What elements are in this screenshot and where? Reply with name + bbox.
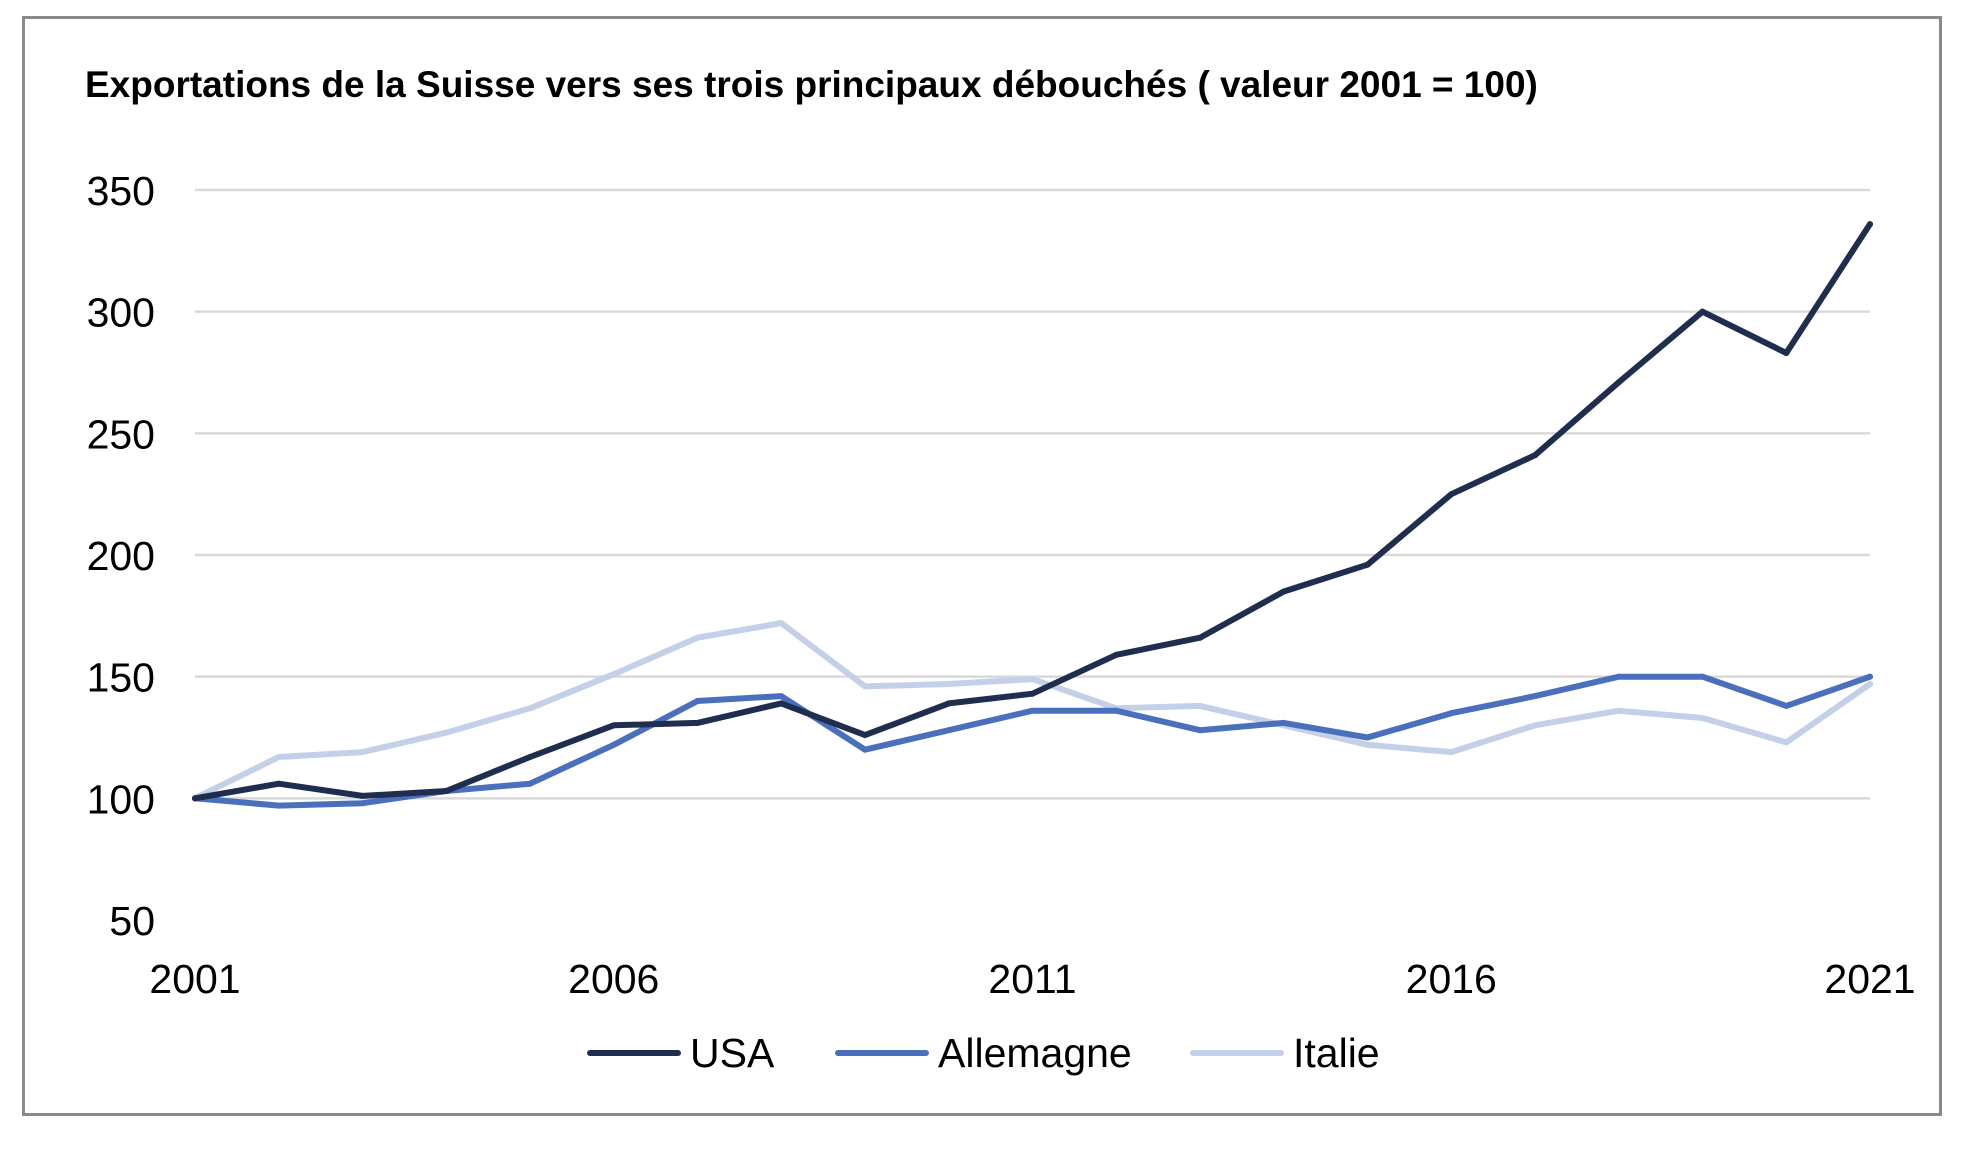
data-point-italie-2007 [694,634,701,641]
y-tick-label-300: 300 [87,290,155,336]
data-point-allemagne-2019 [1699,673,1706,680]
data-point-allemagne-2007 [694,698,701,704]
data-point-usa-2006 [610,722,617,729]
data-point-usa-2017 [1532,452,1538,459]
data-point-usa-2007 [694,719,701,726]
data-point-italie-2017 [1532,722,1538,729]
data-point-allemagne-2021 [1867,673,1873,680]
legend-label-usa: USA [690,1030,775,1076]
y-tick-label-50: 50 [109,898,155,944]
legend-label-allemagne: Allemagne [938,1030,1132,1076]
data-point-italie-2008 [778,620,785,627]
data-point-allemagne-2002 [275,802,282,809]
data-point-italie-2011 [1029,676,1036,683]
data-point-allemagne-2014 [1280,719,1287,726]
data-point-usa-2004 [443,788,450,795]
data-point-allemagne-2009 [862,746,868,753]
data-point-italie-2003 [359,749,366,756]
data-point-usa-2020 [1783,350,1790,357]
data-point-italie-2010 [945,680,952,687]
data-point-usa-2012 [1113,651,1120,658]
x-tick-label-2001: 2001 [149,956,240,1002]
data-point-allemagne-2008 [778,693,785,700]
y-tick-label-150: 150 [87,655,155,701]
data-point-usa-2019 [1699,308,1706,315]
data-point-italie-2009 [862,683,868,690]
data-point-usa-2021 [1867,221,1873,228]
data-point-usa-2009 [862,732,868,739]
y-tick-label-250: 250 [87,411,155,457]
data-point-italie-2020 [1783,739,1790,746]
data-point-italie-2019 [1699,715,1706,722]
data-point-usa-2011 [1029,690,1036,697]
data-point-italie-2013 [1197,702,1203,709]
data-point-usa-2008 [778,700,785,707]
x-tick-label-2021: 2021 [1824,956,1915,1002]
data-point-allemagne-2015 [1364,734,1371,741]
chart-frame: Exportations de la Suisse vers ses trois… [22,16,1942,1116]
data-point-italie-2002 [275,753,282,760]
data-point-usa-2002 [275,780,282,787]
data-point-allemagne-2003 [359,800,366,807]
y-tick-label-200: 200 [87,533,155,579]
legend-label-italie: Italie [1293,1030,1380,1076]
data-point-italie-2016 [1448,749,1455,756]
data-point-allemagne-2013 [1197,727,1203,734]
x-tick-label-2006: 2006 [568,956,659,1002]
data-point-allemagne-2012 [1113,707,1120,714]
data-point-allemagne-2016 [1448,710,1455,717]
data-point-allemagne-2010 [945,727,952,734]
chart-title: Exportations de la Suisse vers ses trois… [85,64,1538,105]
data-point-italie-2004 [443,729,450,736]
data-point-usa-2013 [1197,634,1203,641]
data-point-usa-2003 [359,792,366,799]
data-point-allemagne-2017 [1532,693,1538,700]
data-point-allemagne-2018 [1615,673,1622,680]
data-point-usa-2016 [1448,491,1455,498]
data-point-italie-2005 [527,705,533,712]
data-point-usa-2005 [527,753,533,760]
x-tick-label-2016: 2016 [1406,956,1497,1002]
data-point-italie-2021 [1867,680,1873,687]
data-point-italie-2018 [1615,707,1622,714]
x-tick-label-2011: 2011 [988,956,1076,1002]
data-point-usa-2010 [945,700,952,707]
data-point-usa-2018 [1615,379,1622,386]
y-tick-label-350: 350 [87,168,155,214]
data-point-usa-2015 [1364,561,1371,568]
data-point-usa-2001 [192,795,198,802]
data-point-italie-2006 [610,671,617,678]
data-point-allemagne-2011 [1029,707,1036,714]
data-point-allemagne-2006 [610,741,617,748]
data-point-allemagne-2020 [1783,702,1790,709]
y-tick-label-100: 100 [87,776,155,822]
data-point-usa-2014 [1280,588,1287,595]
data-point-italie-2015 [1364,741,1371,748]
data-point-allemagne-2005 [527,780,533,787]
